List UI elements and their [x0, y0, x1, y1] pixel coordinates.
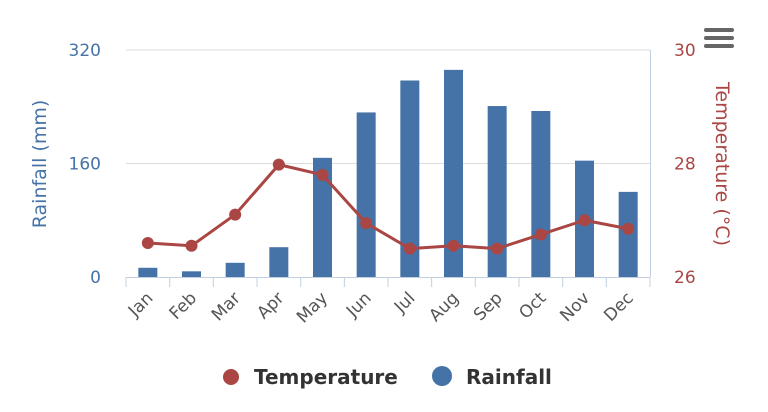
y-right-tick-label: 30 — [674, 41, 696, 61]
legend-item-temperature[interactable]: Temperature — [223, 365, 398, 389]
bar-jun[interactable] — [356, 112, 376, 277]
bar-jul[interactable] — [400, 80, 420, 277]
legend-item-rainfall[interactable]: Rainfall — [432, 365, 552, 389]
y-left-tick-label: 0 — [90, 268, 101, 288]
rainfall-bars — [138, 69, 638, 278]
legend-rainfall-label: Rainfall — [466, 365, 552, 389]
legend-rainfall-marker — [432, 366, 452, 386]
y-right-tick-label: 26 — [674, 268, 696, 288]
bar-aug[interactable] — [444, 69, 463, 277]
temperature-point-jun[interactable] — [360, 217, 373, 230]
temperature-point-feb[interactable] — [185, 239, 198, 252]
temperature-point-sep[interactable] — [491, 242, 504, 255]
temperature-point-aug[interactable] — [447, 239, 460, 252]
x-tick-label: Jun — [342, 288, 376, 322]
x-tick-label: Sep — [470, 288, 507, 325]
bar-apr[interactable] — [269, 247, 289, 277]
temperature-line — [141, 158, 635, 255]
temperature-point-may[interactable] — [316, 168, 329, 181]
x-tick-label: Dec — [600, 288, 637, 325]
bar-may[interactable] — [313, 157, 332, 277]
y-left-tick-label: 320 — [69, 41, 101, 61]
temperature-point-jul[interactable] — [403, 242, 416, 255]
temperature-point-apr[interactable] — [272, 158, 285, 171]
y-axis-left: 0 160 320 — [69, 41, 101, 288]
grid-lines — [126, 49, 650, 164]
y-left-tick-label: 160 — [69, 155, 101, 175]
temperature-point-oct[interactable] — [534, 228, 547, 241]
legend: Temperature Rainfall — [223, 365, 552, 389]
bar-feb[interactable] — [182, 271, 201, 277]
y-axis-right-title: Temperature (°C) — [711, 81, 733, 246]
temperature-point-nov[interactable] — [578, 214, 591, 227]
hamburger-menu-icon[interactable] — [700, 26, 736, 52]
temperature-point-mar[interactable] — [229, 208, 242, 221]
temperature-series-line — [147, 163, 629, 251]
x-tick-label: May — [293, 288, 332, 327]
x-tick-label: Jan — [124, 288, 157, 321]
x-tick-label: Oct — [515, 288, 550, 323]
bar-sep[interactable] — [487, 106, 507, 278]
y-axis-left-title: Rainfall (mm) — [29, 100, 51, 229]
x-axis: Jan Feb Mar Apr May Jun Jul Aug Sep Oct Nov Dec — [124, 277, 651, 327]
x-tick-label: Aug — [425, 288, 463, 326]
legend-temperature-label: Temperature — [254, 365, 398, 389]
temperature-point-dec[interactable] — [622, 222, 635, 235]
x-tick-label: Mar — [208, 288, 245, 325]
y-right-tick-label: 28 — [674, 155, 696, 175]
temperature-point-jan[interactable] — [141, 236, 154, 249]
y-axis-right: 26 28 30 — [650, 41, 696, 288]
x-tick-label: Nov — [556, 288, 594, 326]
x-tick-label: Apr — [253, 288, 288, 323]
bar-oct[interactable] — [531, 111, 551, 277]
x-tick-label: Feb — [166, 288, 201, 323]
x-tick-label: Jul — [390, 288, 419, 317]
bar-mar[interactable] — [225, 262, 245, 277]
legend-temperature-marker — [223, 369, 239, 385]
bar-jan[interactable] — [138, 267, 158, 277]
